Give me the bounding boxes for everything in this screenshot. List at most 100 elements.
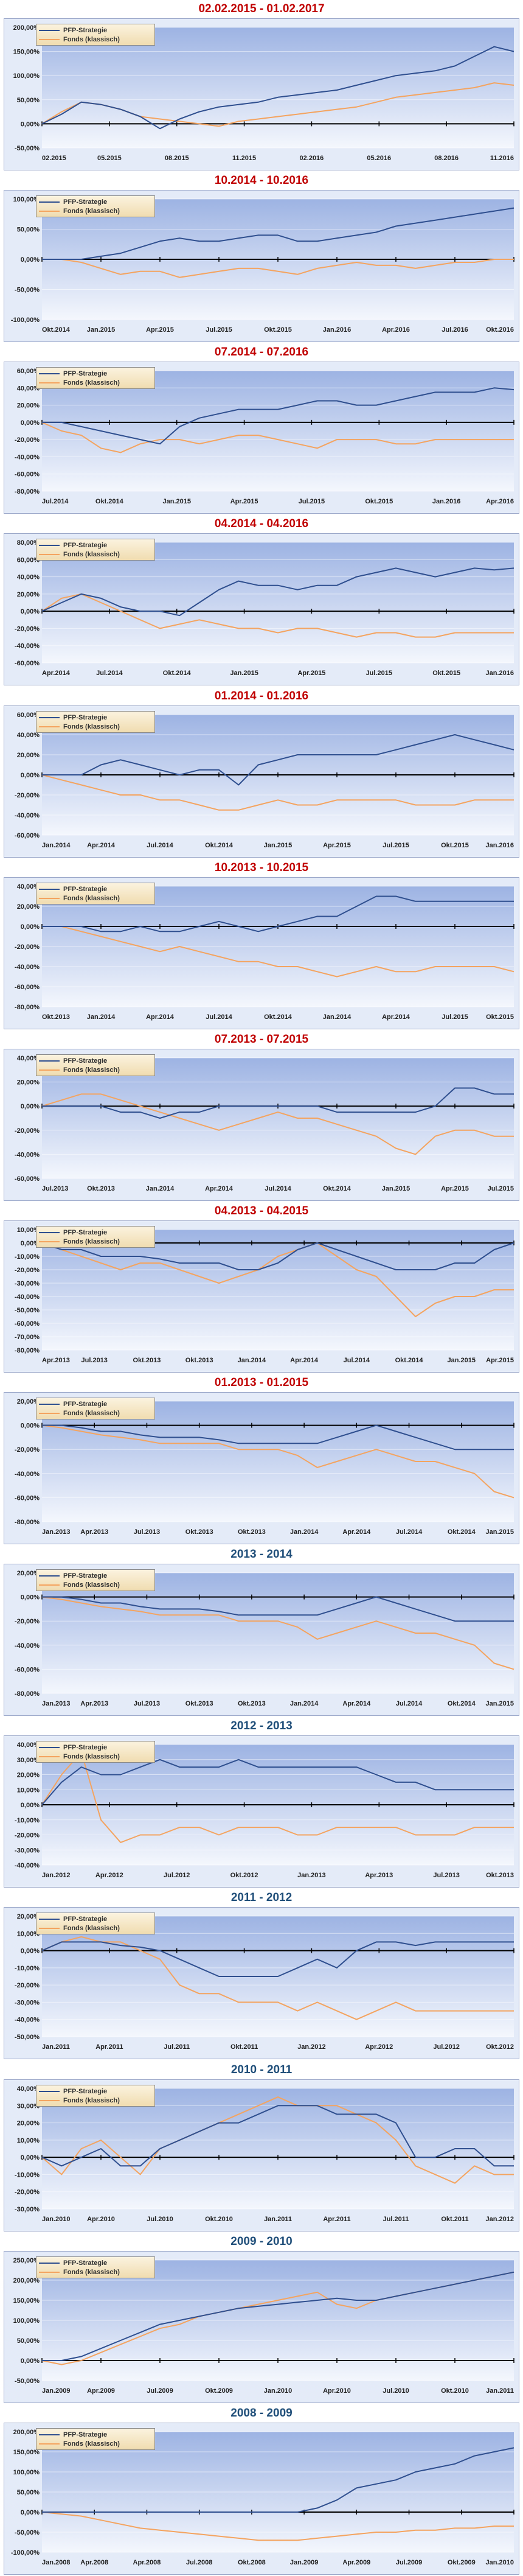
chart-title: 10.2014 - 10.2016 xyxy=(214,174,309,187)
legend-entry: Fonds (klassisch) xyxy=(39,35,152,44)
line-chart: -80,00% -60,00% -40,00% -20,00% 0,00% 20,00% 4… xyxy=(15,368,514,505)
legend-swatch xyxy=(39,544,60,546)
series-line xyxy=(41,46,514,130)
x-tick-label: Apr.2015 xyxy=(146,326,174,334)
y-tick-label: 20,00% xyxy=(17,1772,40,1779)
x-tick-label: Okt.2015 xyxy=(432,670,460,677)
plot-area: -80,00% -60,00% -40,00% -20,00% 0,00% 20,00% 4… xyxy=(4,362,519,514)
series-line xyxy=(42,1424,514,1451)
x-tick-label: Jan.2014 xyxy=(42,842,71,849)
y-tick-label: -100,00% xyxy=(11,2549,40,2557)
x-tick-label: Apr.2013 xyxy=(365,1872,393,1879)
plot-area: -100,00% -50,00% 0,00% 50,00% 100,00% 150,00%… xyxy=(4,2423,519,2575)
y-tick-label: 20,00% xyxy=(17,591,40,598)
legend-entry: Fonds (klassisch) xyxy=(39,1923,152,1933)
y-tick-label: -40,00% xyxy=(15,1293,40,1301)
legend: PFP-Strategie Fonds (klassisch) xyxy=(36,1226,155,1248)
chart-title: 07.2013 - 07.2015 xyxy=(214,1033,309,1046)
legend-label: Fonds (klassisch) xyxy=(63,207,120,215)
series-line xyxy=(41,2096,514,2184)
chart-title: 04.2013 - 04.2015 xyxy=(214,1205,309,1217)
y-tick-label: -20,00% xyxy=(15,1446,40,1454)
y-tick-label: 60,00% xyxy=(17,712,40,719)
x-tick-label: Jan.2013 xyxy=(297,1872,325,1879)
legend-entry: PFP-Strategie xyxy=(39,1399,152,1409)
x-tick-label: Apr.2012 xyxy=(365,2043,393,2051)
y-tick-label: 60,00% xyxy=(17,556,40,564)
series-line xyxy=(41,567,514,617)
legend-label: PFP-Strategie xyxy=(63,1743,108,1751)
x-tick-label: Apr.2008 xyxy=(133,2559,161,2566)
plot-area: -40,00% -30,00% -20,00% -10,00% 0,00% 10,00% 2… xyxy=(4,1735,519,1888)
plot-area: -50,00% -40,00% -30,00% -20,00% -10,00% 0,00%… xyxy=(4,1907,519,2059)
legend-label: PFP-Strategie xyxy=(63,2431,108,2438)
chart-title: 01.2014 - 01.2016 xyxy=(214,690,309,702)
chart-panel: 04.2013 - 04.2015 -80,00% -70,00% -60,00% -5… xyxy=(0,1202,523,1374)
legend: PFP-Strategie Fonds (klassisch) xyxy=(36,367,155,389)
x-tick-label: Apr.2014 xyxy=(146,1013,175,1021)
chart-panel: 2013 - 2014 -80,00% -60,00% -40,00% -20,00% 0… xyxy=(0,1545,523,1717)
y-tick-label: 20,00% xyxy=(17,1398,40,1405)
y-tick-label: -60,00% xyxy=(15,1175,40,1183)
x-tick-label: Jul.2013 xyxy=(134,1700,160,1707)
y-tick-label: 40,00% xyxy=(17,1741,40,1749)
series-line xyxy=(41,1242,514,1270)
y-tick-label: 100,00% xyxy=(13,2317,40,2325)
x-tick-label: Apr.2011 xyxy=(95,2043,123,2051)
legend-entry: Fonds (klassisch) xyxy=(39,206,152,215)
series-line xyxy=(42,387,514,445)
x-tick-label: Apr.2016 xyxy=(382,326,410,334)
x-tick-label: Jan.2011 xyxy=(264,2216,292,2223)
x-tick-label: Apr.2013 xyxy=(80,1528,108,1536)
x-tick-label: Jan.2015 xyxy=(264,842,292,849)
x-tick-label: Jul.2014 xyxy=(42,498,69,505)
y-tick-label: -40,00% xyxy=(15,812,40,819)
y-tick-label: -50,00% xyxy=(15,145,40,152)
x-tick-label: Apr.2015 xyxy=(486,1357,514,1364)
x-tick-label: Okt.2011 xyxy=(230,2043,258,2051)
y-tick-label: -40,00% xyxy=(15,1151,40,1158)
x-tick-label: Okt.2013 xyxy=(185,1357,213,1364)
legend-swatch xyxy=(39,1412,60,1414)
y-tick-label: -40,00% xyxy=(15,643,40,650)
y-tick-label: 0,00% xyxy=(21,1594,40,1601)
chart-panel: 02.02.2015 - 01.02.2017 -50,00% 0,00% 50,00… xyxy=(0,0,523,172)
y-tick-label: 150,00% xyxy=(13,49,40,56)
legend-swatch xyxy=(39,1746,60,1748)
y-tick-label: 40,00% xyxy=(17,732,40,739)
x-tick-label: Jul.2010 xyxy=(147,2216,173,2223)
legend-entry: Fonds (klassisch) xyxy=(39,378,152,387)
legend: PFP-Strategie Fonds (klassisch) xyxy=(36,2256,155,2278)
legend-label: Fonds (klassisch) xyxy=(63,2096,120,2104)
y-tick-label: 0,00% xyxy=(21,1423,40,1430)
legend-entry: PFP-Strategie xyxy=(39,884,152,894)
y-tick-label: 30,00% xyxy=(17,2102,40,2110)
legend-label: Fonds (klassisch) xyxy=(63,894,120,902)
series-line xyxy=(41,593,514,638)
y-tick-label: -50,00% xyxy=(15,2529,40,2536)
legend-entry: Fonds (klassisch) xyxy=(39,2267,152,2277)
y-tick-label: -30,00% xyxy=(15,2206,40,2213)
y-tick-label: -60,00% xyxy=(15,471,40,478)
x-tick-label: Okt.2008 xyxy=(238,2559,266,2566)
x-tick-label: Apr.2010 xyxy=(87,2216,115,2223)
x-tick-label: Jul.2010 xyxy=(383,2387,409,2395)
x-tick-label: 11.2016 xyxy=(490,155,514,162)
x-tick-label: Jul.2009 xyxy=(396,2559,422,2566)
series-line xyxy=(42,1596,514,1622)
line-chart: -50,00% 0,00% 50,00% 100,00% 150,00% 200,00% 2… xyxy=(13,2257,514,2395)
y-tick-label: 10,00% xyxy=(17,1787,40,1794)
chart-panel: 07.2013 - 07.2015 -60,00% -40,00% -20,00% 0,… xyxy=(0,1031,523,1202)
legend-label: PFP-Strategie xyxy=(63,369,108,377)
y-tick-label: -40,00% xyxy=(15,1471,40,1478)
y-tick-label: 0,00% xyxy=(21,1802,40,1809)
plot-area: -80,00% -60,00% -40,00% -20,00% 0,00% 20,00% J… xyxy=(4,1392,519,1544)
chart-title: 10.2013 - 10.2015 xyxy=(214,861,309,874)
series-line xyxy=(42,1087,514,1119)
x-tick-label: Apr.2014 xyxy=(205,1185,234,1192)
legend: PFP-Strategie Fonds (klassisch) xyxy=(36,711,155,733)
x-tick-label: Jul.2009 xyxy=(147,2387,173,2395)
y-tick-label: -40,00% xyxy=(15,2017,40,2024)
x-tick-label: Jan.2014 xyxy=(146,1185,175,1192)
legend-swatch xyxy=(39,1403,60,1405)
